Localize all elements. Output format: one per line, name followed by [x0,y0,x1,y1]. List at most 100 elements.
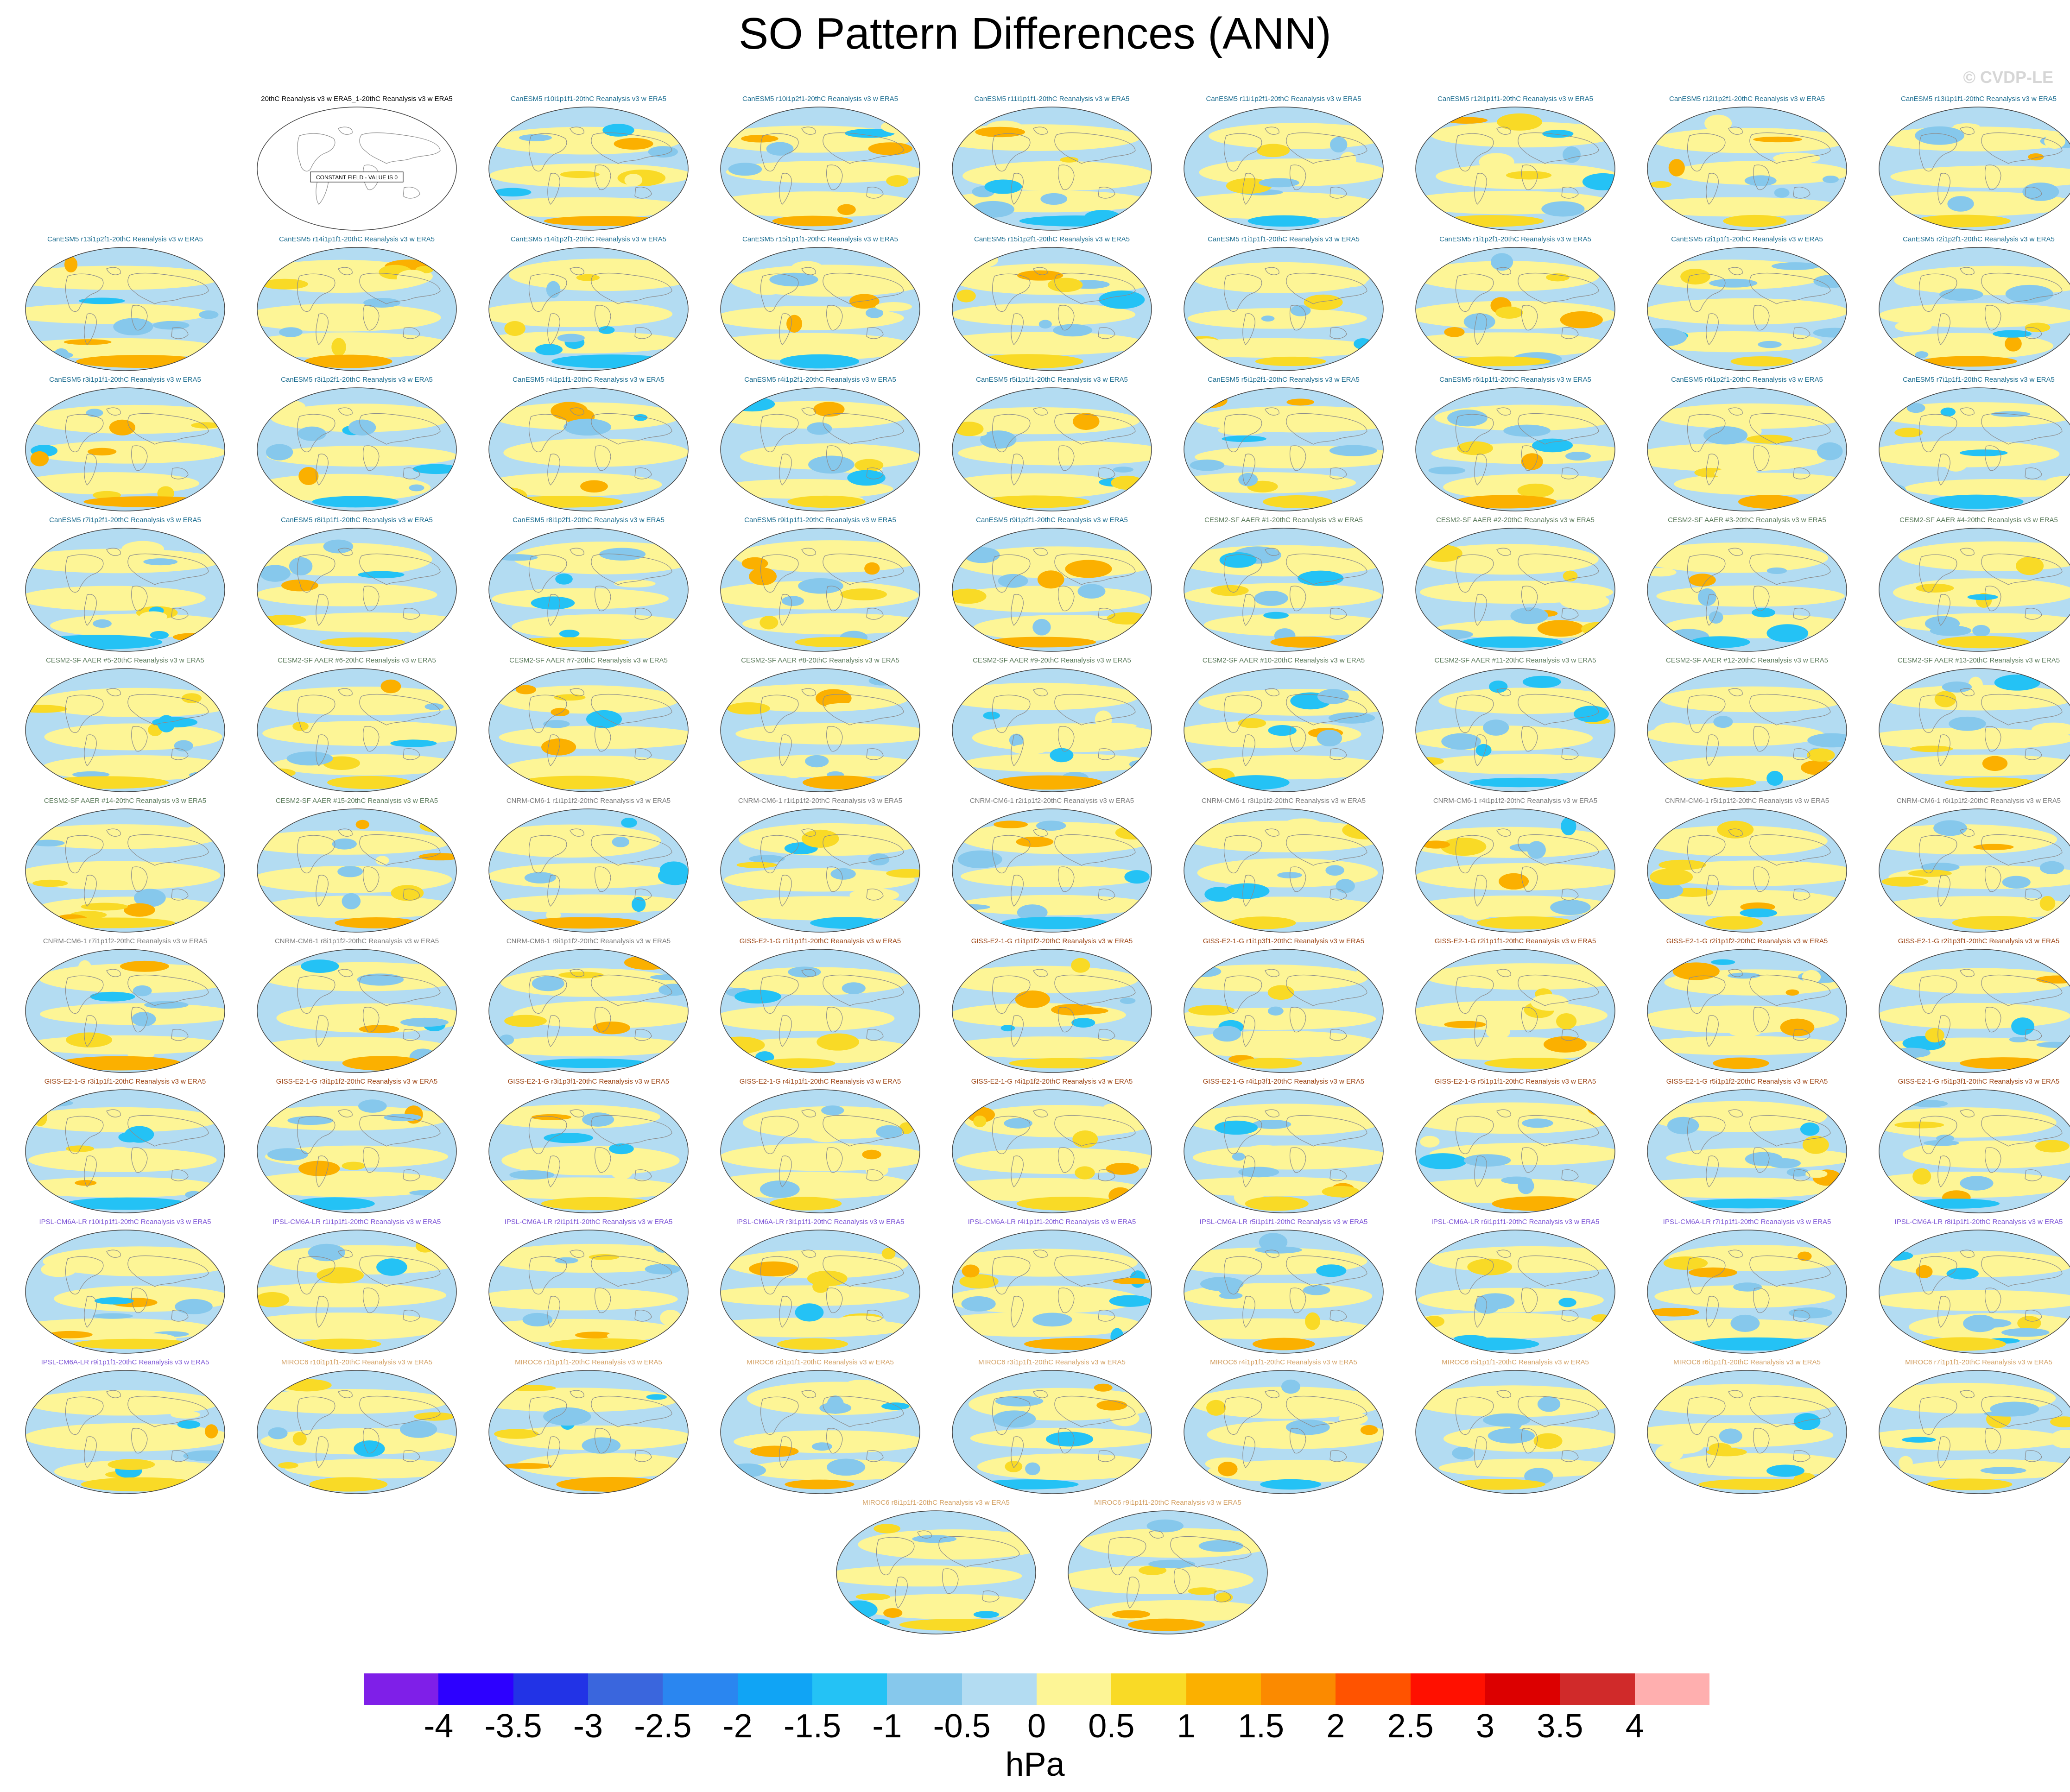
anomaly-blob [1420,1136,1440,1148]
map-panel: MIROC6 r4i1p1f1-20thC Reanalysis v3 w ER… [1168,1358,1399,1497]
map-outline [952,1230,1152,1354]
anomaly-blob [1522,1118,1553,1128]
map-panel: CanESM5 r1i1p2f1-20thC Reanalysis v3 w E… [1399,235,1631,374]
anomaly-band [281,612,456,633]
anomaly-blob [1920,863,1960,872]
anomaly-blob [376,1258,407,1276]
anomaly-band [721,1285,910,1306]
panel-title: CanESM5 r12i1p1f1-20thC Reanalysis v3 w … [1437,95,1593,103]
anomaly-blob [1895,320,1932,333]
anomaly-blob [1717,820,1754,839]
coastline [403,187,420,199]
map-panel: IPSL-CM6A-LR r7i1p1f1-20thC Reanalysis v… [1631,1218,1863,1357]
robinson-map [25,1089,225,1213]
anomaly-blob [1697,588,1716,606]
anomaly-blob [586,1395,615,1409]
coastline [1521,1428,1538,1454]
coastline [1474,1296,1487,1328]
map-outline [1647,1089,1847,1213]
southern-ocean-anomaly [1476,916,1576,930]
panel-title: CESM2-SF AAER #14-20thC Reanalysis v3 w … [44,797,207,805]
anomaly-blob [1317,730,1342,747]
anomaly-band [1879,896,2070,920]
coastline [1753,305,1770,331]
anomaly-band [489,1287,678,1311]
anomaly-band [1879,1107,2057,1138]
map-outline [720,949,920,1073]
southern-ocean-anomaly [83,496,212,507]
southern-ocean-anomaly [319,637,405,647]
robinson-map [1647,808,1847,933]
panel-title: MIROC6 r10i1p1f1-20thC Reanalysis v3 w E… [281,1358,432,1366]
coastline [1057,1007,1075,1033]
anomaly-blob [1543,1036,1587,1053]
map-outline [952,949,1152,1073]
panel-title: MIROC6 r9i1p1f1-20thC Reanalysis v3 w ER… [1094,1499,1241,1507]
coastline [1033,407,1048,416]
coastline [362,866,380,892]
coastline [1749,553,1831,585]
anomaly-blob [1793,1413,1821,1430]
anomaly-blob [2032,722,2070,737]
anomaly-blob [414,1255,434,1267]
anomaly-band [977,1453,1152,1480]
map-outline [1879,668,2070,792]
robinson-map [1879,1370,2070,1494]
map-outline [720,528,920,652]
robinson-map [25,1230,225,1354]
anomaly-band [1879,402,2070,428]
anomaly-blob [1680,269,1710,285]
coastline [65,975,104,1014]
anomaly-blob [1040,193,1068,205]
map-outline [952,808,1152,933]
panel-title: GISS-E2-1-G r2i1p1f1-20thC Reanalysis v3… [1434,937,1596,945]
anomaly-blob [1822,176,1839,183]
anomaly-blob [1537,1396,1561,1412]
map-panel: GISS-E2-1-G r4i1p3f1-20thC Reanalysis v3… [1168,1078,1399,1217]
anomaly-blob [1650,868,1693,886]
anomaly-blob [358,1099,387,1113]
panel-title: GISS-E2-1-G r5i1p3f1-20thC Reanalysis v3… [1898,1078,2060,1085]
map-panel: MIROC6 r10i1p1f1-20thC Reanalysis v3 w E… [241,1358,473,1497]
coastline [362,445,380,471]
coastline [866,187,884,199]
anomaly-blob [1109,1295,1151,1307]
robinson-map [257,247,457,371]
anomaly-blob [1238,473,1258,486]
anomaly-blob [1267,1006,1284,1016]
anomaly-band [25,824,221,849]
coastline [359,1115,441,1147]
anomaly-blob [582,1437,621,1454]
anomaly-blob [1218,1281,1240,1296]
anomaly-blob [358,571,405,579]
map-panel: IPSL-CM6A-LR r8i1p1f1-20thC Reanalysis v… [1863,1218,2070,1357]
coastline [131,586,148,612]
map-panel: GISS-E2-1-G r4i1p1f2-20thC Reanalysis v3… [936,1078,1168,1217]
coastline [171,467,189,480]
coastline [634,467,652,480]
anomaly-blob [1188,1005,1235,1016]
robinson-map [1879,1089,2070,1213]
map-panel: IPSL-CM6A-LR r3i1p1f1-20thC Reanalysis v… [704,1218,936,1357]
panel-title: IPSL-CM6A-LR r5i1p1f1-20thC Reanalysis v… [1199,1218,1368,1226]
map-panel: CNRM-CM6-1 r1i1p1f2-20thC Reanalysis v3 … [704,797,936,936]
coastline [1706,1155,1719,1187]
panel-title: CNRM-CM6-1 r5i1p1f2-20thC Reanalysis v3 … [1665,797,1829,805]
panel-title: CanESM5 r10i1p1f1-20thC Reanalysis v3 w … [511,95,666,103]
coastline [1223,554,1262,593]
coastline [1687,694,1726,733]
coastline [1960,1249,1975,1258]
coastline [1981,694,2063,726]
anomaly-blob [1112,1610,1151,1619]
coastline [1033,688,1048,696]
coastline [547,734,560,766]
coastline [1265,1249,1279,1258]
coastline [826,1147,843,1173]
anomaly-blob [1560,311,1603,328]
map-outline [1879,528,2070,652]
anomaly-blob [995,1395,1044,1407]
anomaly-band [721,191,919,218]
anomaly-band [1647,1035,1842,1055]
anomaly-blob [1452,1446,1474,1460]
anomaly-blob [1447,409,1488,427]
